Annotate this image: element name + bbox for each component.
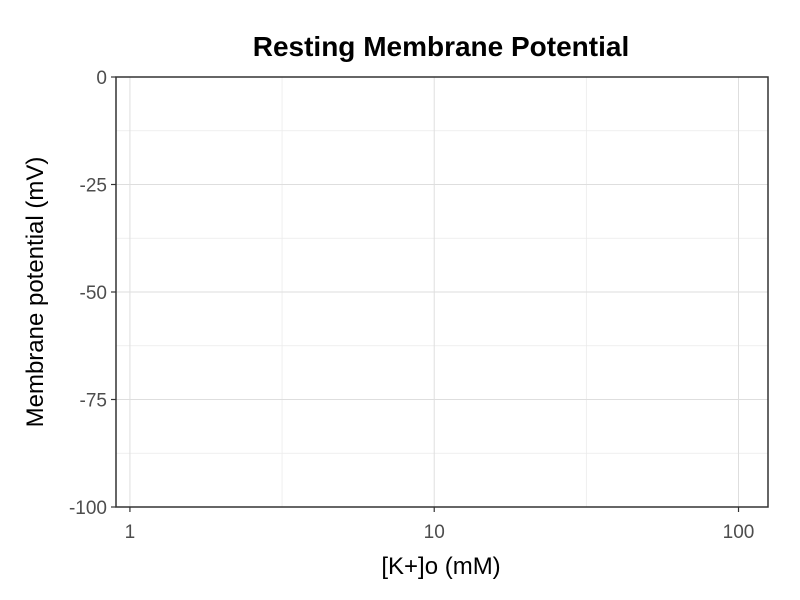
x-tick-label: 1 (125, 522, 136, 543)
x-tick-label: 10 (424, 522, 445, 543)
x-tick-label: 100 (723, 522, 755, 543)
major-gridlines (116, 76, 768, 508)
y-tick-label: -100 (69, 498, 107, 519)
x-axis-ticks: 1 10 100 (125, 507, 755, 543)
y-tick-label: -25 (80, 176, 107, 197)
y-axis-ticks: 0 -25 -50 -75 -100 (69, 68, 116, 519)
x-axis-title: [K+]o (mM) (381, 553, 500, 580)
y-tick-label: -50 (80, 283, 107, 304)
chart-title: Resting Membrane Potential (253, 31, 630, 62)
y-axis-title: Membrane potential (mV) (22, 157, 49, 428)
y-tick-label: 0 (96, 68, 107, 89)
y-tick-label: -75 (80, 391, 107, 412)
